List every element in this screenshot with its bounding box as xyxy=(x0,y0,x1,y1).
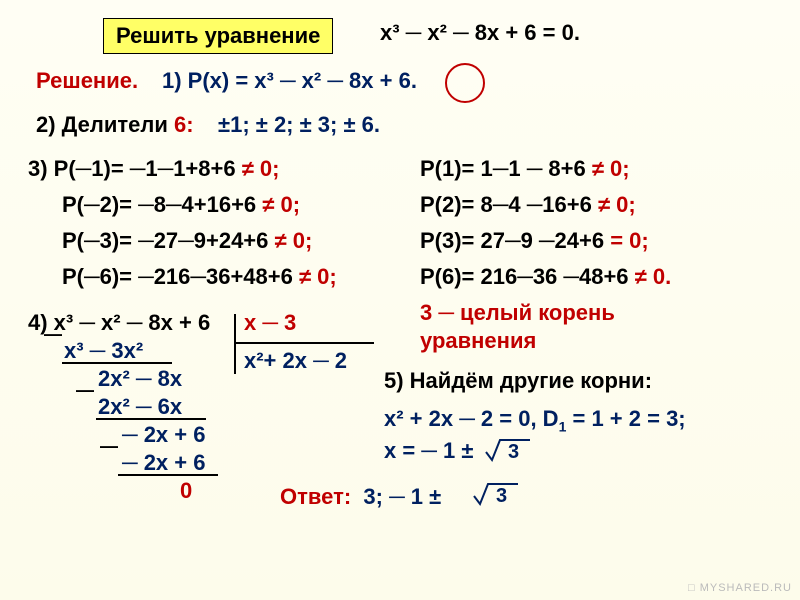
solution-label: Решение. xyxy=(36,68,138,94)
quotient: x²+ 2x ─ 2 xyxy=(244,348,347,374)
root-text-2: уравнения xyxy=(420,328,536,354)
minus-3: — xyxy=(100,436,118,457)
step2-label: 2) Делители xyxy=(36,112,168,137)
answer-value: 3; ─ 1 ± xyxy=(363,484,441,509)
p-pos2: P(2)= 8─4 ─16+6 ≠ 0; xyxy=(420,192,636,218)
answer-label: Ответ: xyxy=(280,484,351,509)
sqrt-icon-2: 3 xyxy=(472,478,520,508)
title-box: Решить уравнение xyxy=(103,18,333,54)
sqrt-icon-1: 3 xyxy=(484,434,532,464)
p-neg6: P(─6)= ─216─36+48+6 ≠ 0; xyxy=(62,264,337,290)
p-pos1: P(1)= 1─1 ─ 8+6 ≠ 0; xyxy=(420,156,630,182)
longdiv-remainder: 0 xyxy=(180,478,192,504)
p-neg2: P(─2)= ─8─4+16+6 ≠ 0; xyxy=(62,192,300,218)
longdiv-5: ─ 2x + 6 xyxy=(122,450,205,476)
title-text: Решить уравнение xyxy=(116,23,320,48)
svg-text:3: 3 xyxy=(496,485,507,507)
uline-1 xyxy=(62,362,172,364)
uline-3 xyxy=(118,474,218,476)
step2-num: 6: xyxy=(174,112,194,137)
solution-word: Решение. xyxy=(36,68,138,93)
p-neg1: 3) P(─1)= ─1─1+8+6 ≠ 0; xyxy=(28,156,279,182)
root-text-1: 3 ─ целый корень xyxy=(420,300,615,326)
longdiv-1: x³ ─ 3x² xyxy=(64,338,143,364)
step2: 2) Делители 6: ±1; ± 2; ± 3; ± 6. xyxy=(36,112,380,138)
uline-2 xyxy=(96,418,206,420)
division-vline xyxy=(234,314,236,374)
main-equation: x³ ─ x² ─ 8x + 6 = 0. xyxy=(380,20,580,46)
minus-2: — xyxy=(76,380,94,401)
longdiv-3: 2x² ─ 6x xyxy=(98,394,182,420)
step2-divisors: ±1; ± 2; ± 3; ± 6. xyxy=(218,112,380,137)
divisor: x ─ 3 xyxy=(244,310,296,336)
p-neg3: P(─3)= ─27─9+24+6 ≠ 0; xyxy=(62,228,312,254)
p-pos3: P(3)= 27─9 ─24+6 = 0; xyxy=(420,228,649,254)
answer-line: Ответ: 3; ─ 1 ± xyxy=(280,484,441,510)
step1-px: 1) P(x) = x³ ─ x² ─ 8x + 6. xyxy=(162,68,417,94)
x-solution: x = ─ 1 ± xyxy=(384,438,473,464)
longdiv-4: ─ 2x + 6 xyxy=(122,422,205,448)
longdiv-2: 2x² ─ 8x xyxy=(98,366,182,392)
minus-1: — xyxy=(44,324,62,345)
quadratic-eq: x² + 2x ─ 2 = 0, D1 = 1 + 2 = 3; xyxy=(384,406,686,434)
circle-highlight xyxy=(445,63,485,103)
watermark: □ MYSHARED.RU xyxy=(688,582,792,594)
division-hline xyxy=(234,342,374,344)
svg-text:3: 3 xyxy=(508,441,519,463)
p-pos6: P(6)= 216─36 ─48+6 ≠ 0. xyxy=(420,264,671,290)
step5-label: 5) Найдём другие корни: xyxy=(384,368,652,394)
